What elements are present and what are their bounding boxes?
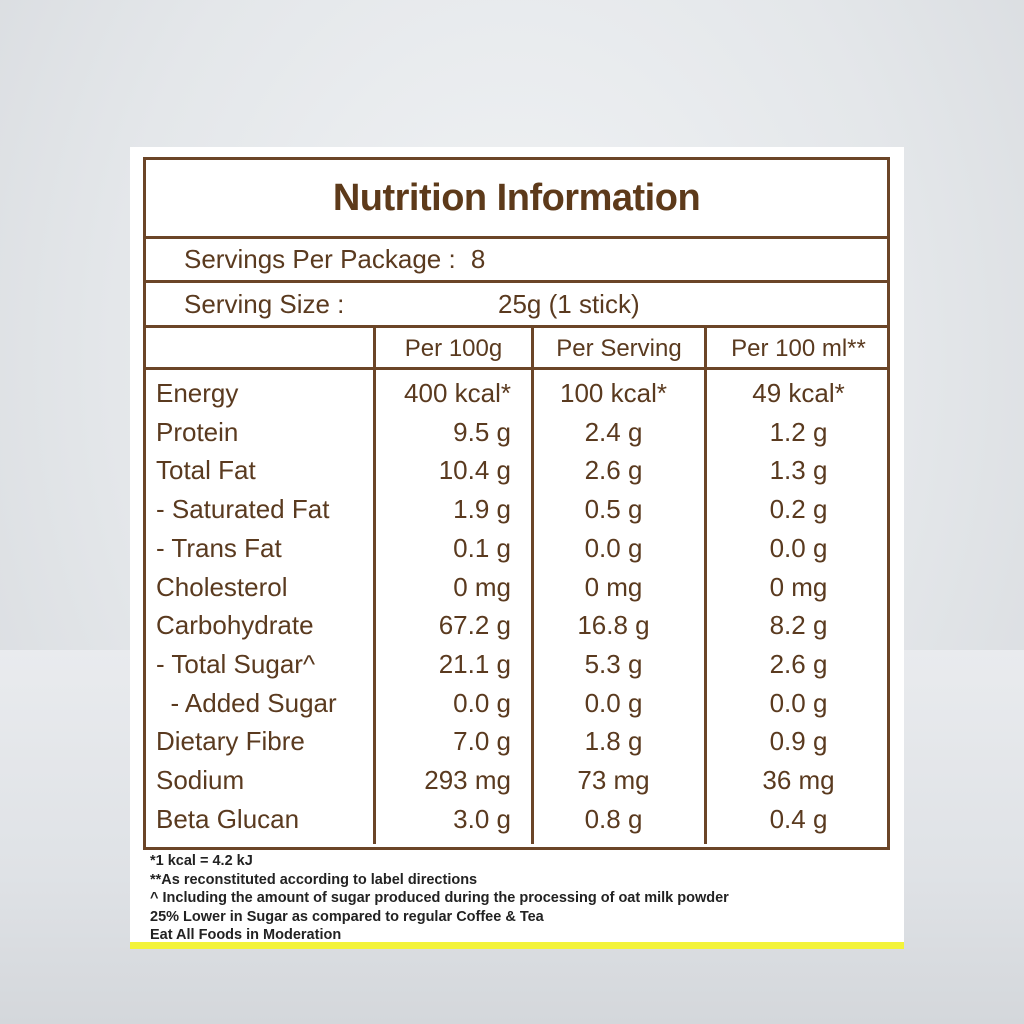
nutrient-name: Sodium <box>156 765 245 795</box>
serving-size-value: 25g (1 stick) <box>498 288 640 319</box>
nutrient-name: - Added Sugar <box>156 687 337 718</box>
header-per-100g: Per 100g <box>404 335 503 362</box>
footnote: 25% Lower in Sugar as compared to regula… <box>150 908 544 925</box>
value-per-serving: 16.8 g <box>577 610 650 641</box>
value-per-100g: 67.2 g <box>438 610 511 641</box>
value-per-100g: 0.0 g <box>453 687 511 718</box>
serving-size-label: Serving Size : <box>184 288 345 319</box>
value-per-100g: 293 mg <box>424 765 511 795</box>
value-per-100ml: 0 mg <box>769 571 828 602</box>
accent-bar <box>130 942 904 949</box>
value-per-100g: 0 mg <box>453 571 511 602</box>
nutrient-name: - Saturated Fat <box>156 494 330 525</box>
table-row: Energy 400 kcal* 100 kcal* 49 kcal* <box>146 374 887 413</box>
footnote: **As reconstituted according to label di… <box>150 871 478 888</box>
value-per-serving: 100 kcal* <box>560 378 667 408</box>
table-row: Dietary Fibre 7.0 g 1.8 g 0.9 g <box>146 722 887 761</box>
table-row: Total Fat 10.4 g 2.6 g 1.3 g <box>146 451 887 490</box>
value-per-serving: 0 mg <box>584 571 643 602</box>
value-per-100g: 7.0 g <box>453 726 511 757</box>
nutrient-name: Cholesterol <box>156 571 288 602</box>
servings-per-package-row: Servings Per Package : 8 <box>146 239 887 283</box>
value-per-100ml: 0.2 g <box>769 494 828 525</box>
nutrient-name: - Trans Fat <box>156 532 282 563</box>
column-header-row: Per 100g Per Serving Per 100 ml** <box>146 328 887 370</box>
value-per-100ml: 49 kcal* <box>752 378 845 408</box>
table-row: - Trans Fat 0.1 g 0.0 g 0.0 g <box>146 529 887 568</box>
title-row: Nutrition Information <box>146 160 887 239</box>
value-per-serving: 2.6 g <box>584 455 643 486</box>
value-per-serving: 5.3 g <box>584 648 643 679</box>
table-row: - Added Sugar 0.0 g 0.0 g 0.0 g <box>146 684 887 723</box>
table-row: - Saturated Fat 1.9 g 0.5 g 0.2 g <box>146 490 887 529</box>
value-per-100g: 1.9 g <box>453 494 511 525</box>
value-per-100g: 10.4 g <box>438 455 511 486</box>
value-per-serving: 1.8 g <box>584 726 643 757</box>
page-title: Nutrition Information <box>332 176 701 219</box>
nutrient-name: Carbohydrate <box>156 610 314 641</box>
servings-value: 8 <box>470 244 486 274</box>
table-row: Cholesterol 0 mg 0 mg 0 mg <box>146 568 887 607</box>
value-per-100g: 21.1 g <box>438 648 511 679</box>
serving-size-row: Serving Size : 25g (1 stick) <box>146 283 887 328</box>
value-per-serving: 73 mg <box>577 765 650 795</box>
nutrition-label-card: Nutrition Information Servings Per Packa… <box>130 147 904 949</box>
nutrient-name: Total Fat <box>156 455 256 486</box>
value-per-100g: 0.1 g <box>453 532 511 563</box>
value-per-serving: 2.4 g <box>584 416 643 447</box>
value-per-100ml: 1.2 g <box>769 416 828 447</box>
table-row: Carbohydrate 67.2 g 16.8 g 8.2 g <box>146 606 887 645</box>
header-per-serving: Per Serving <box>556 335 682 362</box>
value-per-100ml: 2.6 g <box>769 648 828 679</box>
column-divider <box>704 328 707 844</box>
value-per-100g: 3.0 g <box>453 803 511 834</box>
table-row: Sodium 293 mg 73 mg 36 mg <box>146 761 887 800</box>
table-row: Protein 9.5 g 2.4 g 1.2 g <box>146 413 887 452</box>
value-per-100ml: 0.4 g <box>769 803 828 834</box>
servings-label: Servings Per Package : <box>184 244 463 274</box>
value-per-100ml: 0.0 g <box>769 532 828 563</box>
value-per-100g: 9.5 g <box>453 416 511 447</box>
value-per-100ml: 36 mg <box>762 765 835 795</box>
footnote: *1 kcal = 4.2 kJ <box>150 853 253 869</box>
value-per-serving: 0.5 g <box>584 494 643 525</box>
value-per-100ml: 0.0 g <box>769 687 828 718</box>
nutrition-table: Nutrition Information Servings Per Packa… <box>143 157 890 850</box>
value-per-100ml: 0.9 g <box>769 726 828 757</box>
column-divider <box>373 328 376 844</box>
nutrient-name: Energy <box>156 378 239 408</box>
value-per-100g: 400 kcal* <box>404 378 511 408</box>
column-divider <box>531 328 534 844</box>
value-per-serving: 0.0 g <box>584 687 643 718</box>
footnote: Eat All Foods in Moderation <box>150 927 342 943</box>
footnotes: *1 kcal = 4.2 kJ **As reconstituted acco… <box>150 852 729 945</box>
table-row: - Total Sugar^ 21.1 g 5.3 g 2.6 g <box>146 645 887 684</box>
header-per-100ml: Per 100 ml** <box>731 335 866 362</box>
table-row: Beta Glucan 3.0 g 0.8 g 0.4 g <box>146 800 887 839</box>
nutrient-name: Beta Glucan <box>156 803 300 834</box>
value-per-serving: 0.8 g <box>584 803 643 834</box>
value-per-serving: 0.0 g <box>584 532 643 563</box>
footnote: ^ Including the amount of sugar produced… <box>150 890 729 906</box>
nutrient-name: Protein <box>156 416 239 447</box>
nutrient-name: - Total Sugar^ <box>156 648 316 679</box>
value-per-100ml: 1.3 g <box>769 455 828 486</box>
nutrient-name: Dietary Fibre <box>156 726 305 757</box>
value-per-100ml: 8.2 g <box>769 610 828 641</box>
nutrient-grid: Per 100g Per Serving Per 100 ml** Energy… <box>146 328 887 844</box>
